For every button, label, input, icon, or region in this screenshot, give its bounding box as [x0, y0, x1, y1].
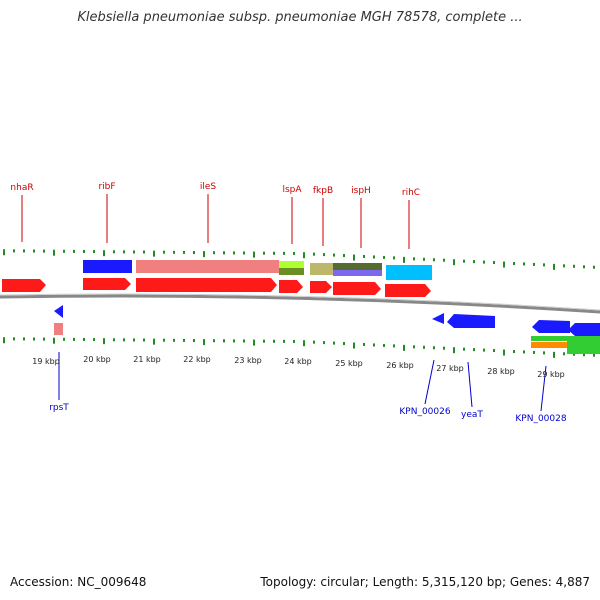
- gene-arrow[interactable]: [310, 281, 332, 293]
- gene-arrow[interactable]: [2, 279, 46, 292]
- gene-arrow[interactable]: [447, 314, 495, 328]
- gene-arrow[interactable]: [333, 282, 381, 295]
- gene-box-pink[interactable]: [136, 260, 279, 273]
- scale-labels: 19 kbp 20 kbp 21 kbp 22 kbp 23 kbp 24 kbp 25 k…: [32, 355, 565, 379]
- scale-label: 21 kbp: [133, 355, 161, 364]
- gene-label[interactable]: rpsT: [49, 403, 69, 413]
- gene-box-darkolive[interactable]: [333, 263, 382, 270]
- gene-box-green[interactable]: [567, 341, 600, 354]
- gene-label[interactable]: KPN_00026: [399, 407, 450, 417]
- scale-label: 20 kbp: [83, 355, 111, 364]
- leader-line: [467, 361, 473, 408]
- features-track-upper: [83, 260, 432, 280]
- scale-label: 25 kbp: [335, 359, 363, 368]
- scale-label: 27 kbp: [436, 364, 464, 373]
- map-title: Klebsiella pneumoniae subsp. pneumoniae …: [77, 10, 523, 25]
- gene-arrow[interactable]: [279, 280, 303, 293]
- gene-arrow[interactable]: [568, 323, 600, 336]
- tick-row-top: [3, 249, 595, 270]
- gene-label[interactable]: yeaT: [461, 410, 483, 420]
- gene-arrow[interactable]: [136, 278, 277, 292]
- gene-box-blue[interactable]: [83, 260, 132, 273]
- leader-line: [540, 365, 547, 412]
- backbone-track: [0, 294, 600, 314]
- gene-box-orange[interactable]: [531, 342, 567, 348]
- tick-row-bottom: [3, 337, 595, 358]
- gene-labels-top: nhaR ribF ileS lspA fkpB ispH rihC: [10, 182, 420, 198]
- scale-label: 19 kbp: [32, 357, 60, 366]
- gene-arrow[interactable]: [532, 320, 570, 333]
- scale-label: 29 kbp: [537, 370, 565, 379]
- gene-labels-bottom: rpsT KPN_00026 yeaT KPN_00028: [49, 403, 567, 424]
- gene-arrow[interactable]: [385, 284, 431, 297]
- accession-text: Accession: NC_009648: [10, 575, 147, 589]
- leader-line: [424, 359, 435, 405]
- gene-box-khaki[interactable]: [310, 263, 333, 275]
- gene-box-lime[interactable]: [279, 261, 304, 268]
- gene-label[interactable]: ileS: [200, 182, 217, 192]
- gene-label[interactable]: ribF: [98, 182, 115, 192]
- gene-label[interactable]: fkpB: [313, 186, 333, 196]
- gene-box-green[interactable]: [531, 336, 600, 341]
- backbone-group: [0, 293, 600, 314]
- scale-label: 22 kbp: [183, 355, 211, 364]
- gene-box-pink[interactable]: [54, 323, 63, 335]
- gene-label[interactable]: lspA: [282, 185, 302, 195]
- scale-label: 24 kbp: [284, 357, 312, 366]
- label-leaders: [21, 194, 547, 412]
- scale-label: 28 kbp: [487, 367, 515, 376]
- scale-label: 23 kbp: [234, 356, 262, 365]
- gene-label[interactable]: rihC: [402, 188, 420, 198]
- genome-info-text: Topology: circular; Length: 5,315,120 bp…: [260, 575, 590, 589]
- gene-arrow[interactable]: [54, 305, 63, 318]
- gene-label[interactable]: KPN_00028: [515, 414, 566, 424]
- gene-label[interactable]: nhaR: [10, 183, 33, 193]
- gene-box-olive[interactable]: [279, 268, 304, 275]
- gene-arrow[interactable]: [432, 313, 444, 324]
- backbone-highlight: [0, 293, 600, 311]
- genes-forward: [2, 278, 431, 297]
- gene-arrow[interactable]: [83, 278, 131, 290]
- genes-reverse: [54, 305, 600, 354]
- scale-label: 26 kbp: [386, 361, 414, 370]
- gene-label[interactable]: ispH: [351, 186, 371, 196]
- gene-box-slate[interactable]: [333, 270, 382, 276]
- gene-box-cyan[interactable]: [386, 265, 432, 280]
